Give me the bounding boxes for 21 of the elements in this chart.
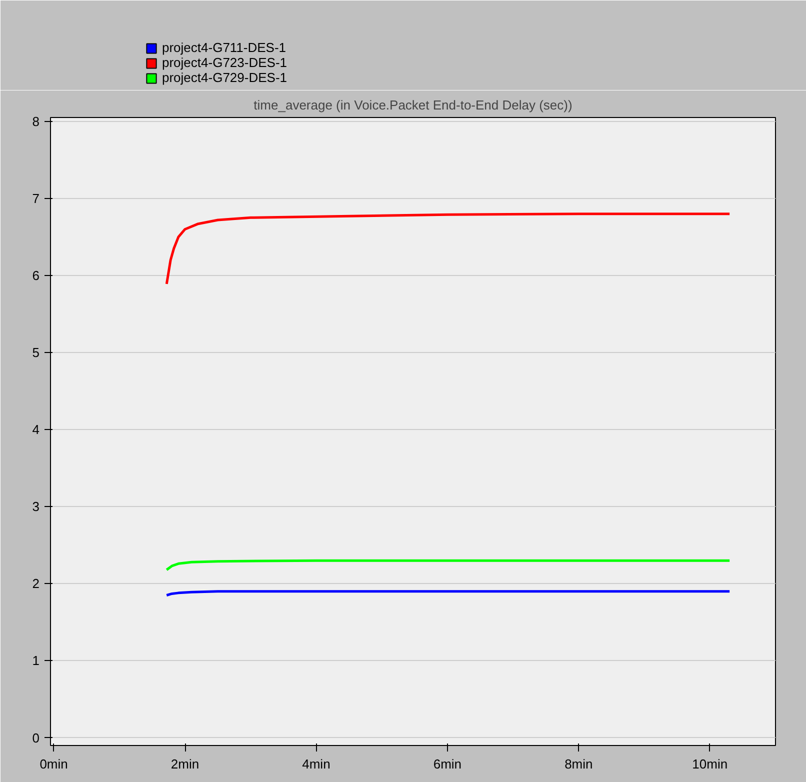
y-tick-label: 4: [32, 422, 40, 438]
legend-label: project4-G711-DES-1: [162, 40, 286, 55]
legend-label: project4-G729-DES-1: [162, 70, 287, 85]
x-tick-label: 0min: [40, 756, 68, 772]
y-tick-label: 7: [32, 190, 40, 206]
y-tick-label: 6: [32, 268, 40, 283]
y-tick-label: 8: [32, 114, 40, 129]
x-tick-label: 2min: [170, 756, 200, 772]
y-tick-label: 2: [32, 576, 40, 592]
legend-label: project4-G723-DES-1: [162, 55, 287, 70]
y-tick-label: 1: [32, 653, 40, 668]
line-series: [165, 212, 731, 286]
x-tick-label: 8min: [564, 756, 593, 772]
x-tick-label: 4min: [302, 756, 330, 772]
line-series: [165, 559, 731, 572]
x-tick-label: 10min: [692, 756, 728, 772]
y-tick-label: 5: [32, 345, 40, 360]
y-tick-label: 3: [32, 499, 40, 514]
y-tick-label: 0: [32, 730, 40, 746]
x-tick-label: 6min: [433, 756, 462, 772]
chart-title: time_average (in Voice.Packet End-to-End Delay (sec)): [254, 98, 572, 112]
